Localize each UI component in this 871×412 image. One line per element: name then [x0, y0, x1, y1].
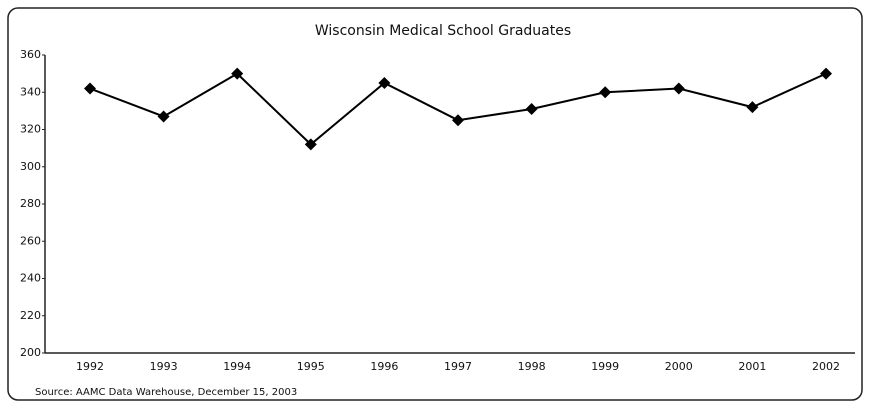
data-point [599, 86, 612, 99]
data-point [672, 82, 685, 95]
y-tick-label: 340 [20, 85, 41, 98]
data-point [157, 110, 170, 123]
y-tick-label: 300 [20, 160, 41, 173]
x-tick-label: 1994 [223, 360, 251, 373]
data-point [84, 82, 96, 95]
y-tick-label: 280 [20, 197, 41, 210]
data-point [231, 67, 244, 80]
data-point [820, 67, 832, 80]
x-tick-label: 1997 [444, 360, 472, 373]
chart-title: Wisconsin Medical School Graduates [315, 23, 571, 39]
data-point [746, 101, 759, 114]
x-tick-label: 1993 [150, 360, 178, 373]
y-tick-label: 200 [20, 346, 41, 359]
x-tick-label: 1996 [370, 360, 398, 373]
source-note: Source: AAMC Data Warehouse, December 15… [35, 387, 297, 398]
data-point [525, 103, 538, 116]
y-tick-label: 260 [20, 234, 41, 247]
x-tick-label: 1999 [591, 360, 619, 373]
y-tick-label: 320 [20, 123, 41, 136]
chart-frame [7, 7, 863, 401]
x-tick-label: 1995 [297, 360, 325, 373]
y-tick-label: 360 [20, 48, 41, 61]
y-tick-label: 220 [20, 309, 41, 322]
x-tick-label: 2001 [738, 360, 766, 373]
x-tick-label: 2002 [812, 360, 840, 373]
x-tick-label: 1998 [518, 360, 546, 373]
data-point [452, 114, 464, 127]
data-line [89, 72, 827, 146]
data-point [378, 76, 391, 89]
x-tick-label: 2000 [665, 360, 693, 373]
y-tick-label: 240 [20, 272, 41, 285]
x-tick-label: 1992 [76, 360, 104, 373]
data-point [304, 138, 317, 151]
